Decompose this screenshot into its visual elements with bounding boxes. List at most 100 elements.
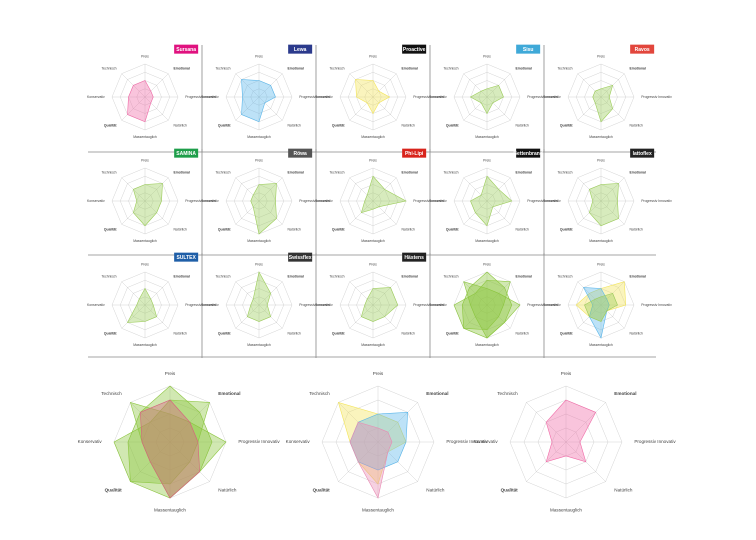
- axis-label: Preis: [369, 55, 377, 59]
- axis-label: Natürlich: [287, 123, 300, 127]
- axis-label: Progressiv Innovativ: [185, 95, 216, 99]
- axis-label: Emotional: [614, 391, 636, 396]
- axis-label: Emotional: [629, 274, 645, 278]
- radar-area: [470, 175, 513, 227]
- axis-label: Progressiv Innovativ: [185, 199, 216, 203]
- radar-chart: Preis Emotional Progressiv Innovativ Natürl…: [315, 252, 444, 347]
- axis-label: Qualität: [104, 331, 117, 335]
- axis-label: Preis: [255, 55, 263, 59]
- axis-label: Technisch: [101, 66, 116, 70]
- axis-label: Technisch: [215, 66, 230, 70]
- axis-label: Massentauglich: [133, 135, 157, 139]
- axis-label: Preis: [561, 371, 572, 376]
- axis-spoke: [372, 281, 397, 306]
- axis-spoke: [372, 200, 397, 225]
- axis-label: Massentauglich: [362, 508, 394, 513]
- axis-label: Natürlich: [401, 123, 414, 127]
- axis-spoke: [258, 200, 283, 225]
- brand-name: lattoflex: [633, 151, 652, 157]
- axis-spoke: [463, 177, 488, 202]
- axis-label: Technisch: [329, 170, 344, 174]
- axis-label: Progressiv Innovativ: [238, 439, 280, 444]
- axis-label: Qualität: [560, 227, 573, 231]
- axis-label: Konservativ: [201, 95, 219, 99]
- axis-label: Qualität: [332, 227, 345, 231]
- brand-logo: [174, 252, 199, 262]
- axis-label: Technisch: [215, 170, 230, 174]
- axis-spoke: [577, 73, 602, 98]
- axis-label: Konservativ: [315, 199, 333, 203]
- radar-area: [588, 183, 619, 227]
- brand-name: SULTEX: [176, 255, 196, 261]
- axis-label: Preis: [369, 159, 377, 163]
- axis-label: Massentauglich: [361, 239, 385, 243]
- radar-area: [139, 399, 201, 499]
- axis-label: Massentauglich: [589, 135, 613, 139]
- axis-label: Progressiv Innovativ: [413, 199, 444, 203]
- axis-label: Konservativ: [543, 303, 561, 307]
- radar-area: [337, 401, 407, 485]
- axis-spoke: [235, 200, 260, 225]
- axis-label: Technisch: [215, 274, 230, 278]
- axis-label: Konservativ: [87, 303, 105, 307]
- axis-label: Natürlich: [401, 227, 414, 231]
- radar-chart: Preis Emotional Progressiv Innovativ Natürl…: [543, 44, 672, 139]
- axis-label: Qualität: [446, 331, 459, 335]
- axis-label: Konservativ: [474, 439, 499, 444]
- axis-label: Natürlich: [614, 488, 633, 493]
- radar-chart: Preis Emotional Progressiv Innovativ Natürl…: [474, 371, 677, 513]
- axis-label: Konservativ: [429, 199, 447, 203]
- axis-label: Konservativ: [87, 199, 105, 203]
- axis-label: Emotional: [426, 391, 448, 396]
- brand-logo: [174, 44, 199, 54]
- axis-label: Progressiv Innovativ: [527, 199, 558, 203]
- axis-label: Progressiv Innovativ: [641, 95, 672, 99]
- axis-label: Natürlich: [401, 331, 414, 335]
- axis-label: Massentauglich: [247, 343, 271, 347]
- axis-spoke: [144, 96, 169, 121]
- axis-label: Qualität: [332, 331, 345, 335]
- radar-chart: Preis Emotional Progressiv Innovativ Natürl…: [543, 148, 672, 243]
- axis-label: Emotional: [401, 170, 417, 174]
- axis-spoke: [349, 73, 374, 98]
- brand-logo: [516, 44, 541, 54]
- axis-label: Massentauglich: [589, 239, 613, 243]
- radar-area: [250, 183, 277, 235]
- radar-area: [360, 175, 407, 214]
- radar-area: [463, 281, 521, 339]
- radar-chart: Preis Emotional Progressiv Innovativ Natürl…: [543, 263, 672, 348]
- axis-spoke: [349, 177, 374, 202]
- brand-name: Proactive: [403, 47, 426, 53]
- axis-label: Natürlich: [629, 331, 642, 335]
- radar-chart: Preis Emotional Progressiv Innovativ Natürl…: [286, 371, 489, 513]
- radar-area: [246, 271, 272, 322]
- axis-spoke: [144, 73, 169, 98]
- axis-label: Konservativ: [87, 95, 105, 99]
- axis-spoke: [235, 177, 260, 202]
- axis-spoke: [486, 96, 511, 121]
- brand-name: Bettenbrand: [513, 151, 542, 157]
- axis-label: Progressiv Innovativ: [527, 95, 558, 99]
- brand-name: Sisu: [523, 47, 534, 53]
- brand-name: SAMINA: [176, 151, 196, 157]
- radar-area: [349, 421, 393, 499]
- axis-label: Massentauglich: [247, 135, 271, 139]
- axis-spoke: [144, 281, 169, 306]
- axis-spoke: [258, 177, 283, 202]
- axis-label: Natürlich: [173, 123, 186, 127]
- radar-area: [584, 292, 618, 322]
- axis-label: Progressiv Innovativ: [413, 95, 444, 99]
- brand-logo: [402, 252, 427, 262]
- axis-label: Konservativ: [429, 95, 447, 99]
- axis-label: Natürlich: [173, 227, 186, 231]
- axis-label: Natürlich: [218, 488, 237, 493]
- radar-area: [355, 79, 391, 115]
- axis-spoke: [235, 96, 260, 121]
- radar-chart: Preis Emotional Progressiv Innovativ Natürl…: [87, 252, 216, 347]
- axis-spoke: [372, 73, 397, 98]
- radar-chart: Preis Emotional Progressiv Innovativ Natürl…: [315, 44, 444, 139]
- axis-label: Natürlich: [515, 227, 528, 231]
- axis-label: Technisch: [329, 274, 344, 278]
- axis-label: Qualität: [104, 123, 117, 127]
- axis-label: Natürlich: [287, 227, 300, 231]
